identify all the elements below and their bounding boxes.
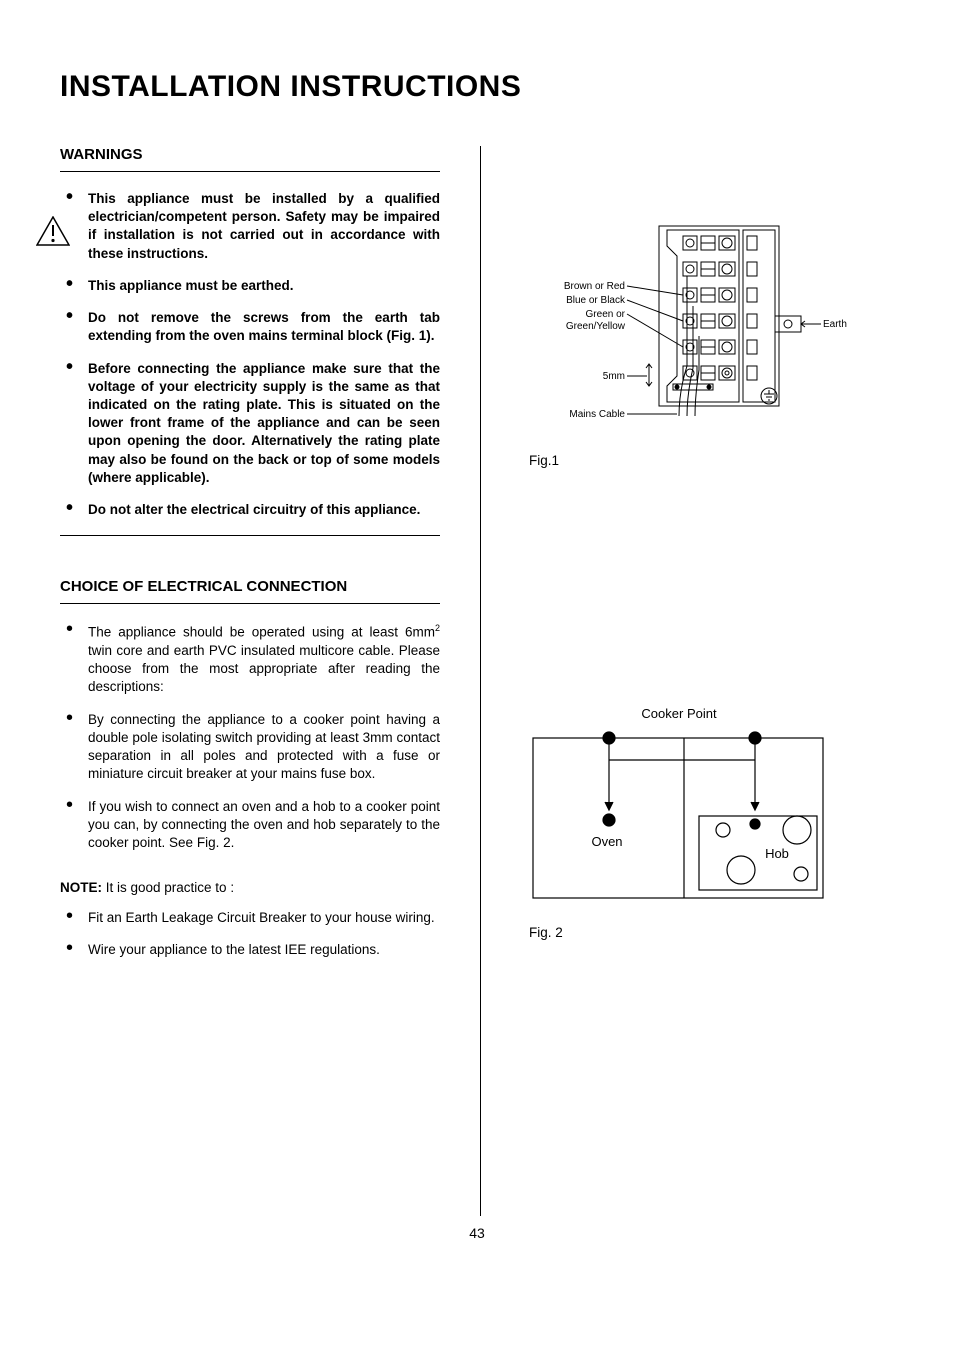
fig2-caption: Fig. 2 [529,925,894,940]
left-column: WARNINGS This appliance must be installe… [60,146,440,1216]
fig1-label-mains: Mains Cable [569,409,625,420]
figure-1: Brown or Red Blue or Black Green or Gree… [529,216,894,468]
list-item: Do not remove the screws from the earth … [60,309,440,345]
right-column: Brown or Red Blue or Black Green or Gree… [480,146,894,1216]
divider [60,171,440,172]
divider [60,535,440,536]
choice-list: The appliance should be operated using a… [60,622,440,852]
list-item: This appliance must be installed by a qu… [60,190,440,263]
fig2-label-cooker: Cooker Point [641,706,717,721]
list-item: Fit an Earth Leakage Circuit Breaker to … [60,909,440,927]
fig2-diagram: Cooker Point Oven Hob [529,698,829,908]
fig1-label-blue: Blue or Black [566,295,626,306]
choice-heading: CHOICE OF ELECTRICAL CONNECTION [60,578,440,595]
fig1-label-brown: Brown or Red [564,281,625,292]
list-item: Do not alter the electrical circuitry of… [60,501,440,519]
note-line: NOTE: It is good practice to : [60,880,440,895]
warnings-heading: WARNINGS [60,146,440,163]
fig1-label-green: Green or [586,309,626,320]
page-number: 43 [0,1225,954,1241]
figure-2: Cooker Point Oven Hob Fig. 2 [529,698,894,940]
fig1-label-5mm: 5mm [603,371,625,382]
fig1-label-green2: Green/Yellow [566,321,626,332]
divider [60,603,440,604]
list-item: The appliance should be operated using a… [60,622,440,696]
fig1-label-earth: Earth Tab [823,319,849,330]
list-item: If you wish to connect an oven and a hob… [60,798,440,853]
note-list: Fit an Earth Leakage Circuit Breaker to … [60,909,440,959]
list-item: Before connecting the appliance make sur… [60,360,440,488]
fig1-diagram: Brown or Red Blue or Black Green or Gree… [529,216,849,436]
list-item: This appliance must be earthed. [60,277,440,295]
list-item: By connecting the appliance to a cooker … [60,711,440,784]
warnings-list: This appliance must be installed by a qu… [60,190,440,519]
fig1-caption: Fig.1 [529,453,894,468]
fig2-label-oven: Oven [591,834,622,849]
fig2-label-hob: Hob [765,846,789,861]
list-item: Wire your appliance to the latest IEE re… [60,941,440,959]
page-title: INSTALLATION INSTRUCTIONS [60,70,894,104]
